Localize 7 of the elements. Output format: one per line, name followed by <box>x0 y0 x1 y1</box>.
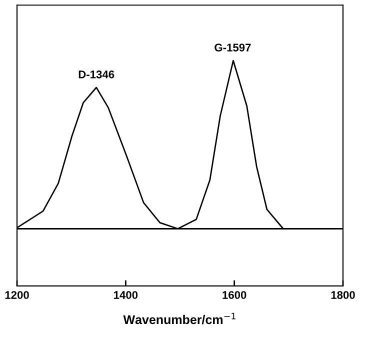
x-tick-label: 1600 <box>222 291 246 299</box>
annotation: D-1346 <box>78 70 114 78</box>
annotation: G-1597 <box>214 44 251 52</box>
x-tick-label: 1800 <box>331 291 355 299</box>
x-tick-label: 1400 <box>114 291 138 299</box>
x-tick-label: 1200 <box>5 291 29 299</box>
x-axis-title: Wavenumber/cm$^{−1}$ <box>123 312 236 324</box>
